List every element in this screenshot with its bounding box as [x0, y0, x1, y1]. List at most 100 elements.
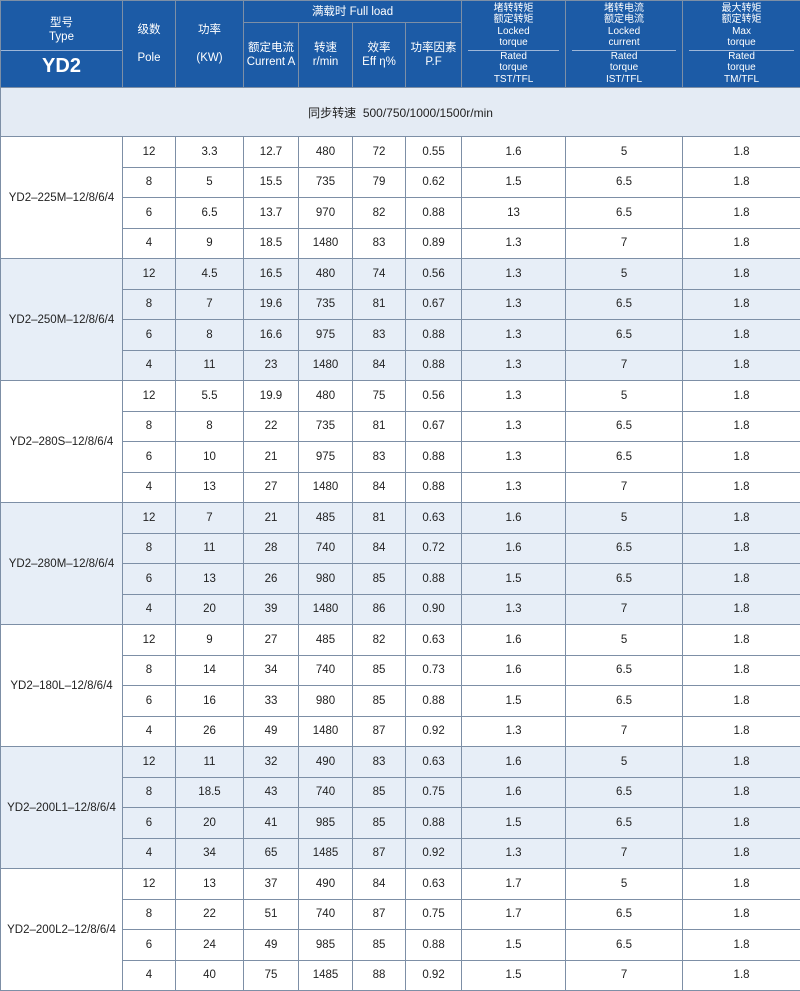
data-cell: 0.63	[406, 869, 462, 900]
data-cell: 480	[299, 137, 353, 168]
data-cell: 9	[176, 625, 244, 656]
data-cell: 6.5	[566, 442, 683, 473]
data-cell: 5	[566, 137, 683, 168]
data-cell: 22	[176, 899, 244, 930]
type-label-en: Type	[49, 31, 74, 43]
data-cell: 22	[244, 411, 299, 442]
data-cell: 0.88	[406, 808, 462, 839]
data-cell: 83	[353, 228, 406, 259]
data-cell: 23	[244, 350, 299, 381]
data-cell: 81	[353, 411, 406, 442]
data-cell: 1.8	[683, 564, 800, 595]
data-cell: 1.8	[683, 350, 800, 381]
tm-cn2: 额定转矩	[722, 14, 762, 25]
tm-en4: torque	[727, 62, 755, 73]
data-cell: 5.5	[176, 381, 244, 412]
data-cell: 6.5	[566, 320, 683, 351]
data-cell: 6	[123, 686, 176, 717]
data-cell: 5	[566, 381, 683, 412]
data-cell: 1.8	[683, 960, 800, 991]
data-cell: 1.8	[683, 228, 800, 259]
tst-en5: TST/TFL	[494, 74, 533, 85]
data-cell: 1.8	[683, 686, 800, 717]
data-cell: 85	[353, 808, 406, 839]
data-cell: 490	[299, 869, 353, 900]
data-cell: 15.5	[244, 167, 299, 198]
data-cell: 6	[123, 320, 176, 351]
ist-en3: Rated	[611, 51, 638, 62]
data-cell: 0.92	[406, 838, 462, 869]
data-cell: 0.88	[406, 472, 462, 503]
data-cell: 5	[566, 869, 683, 900]
data-cell: 6.5	[566, 899, 683, 930]
model-cell: YD2–200L1–12/8/6/4	[1, 747, 123, 869]
data-cell: 14	[176, 655, 244, 686]
data-cell: 84	[353, 350, 406, 381]
data-cell: 12	[123, 381, 176, 412]
data-cell: 1.8	[683, 472, 800, 503]
data-cell: 1.8	[683, 930, 800, 961]
data-cell: 0.56	[406, 259, 462, 290]
data-cell: 980	[299, 564, 353, 595]
data-cell: 86	[353, 594, 406, 625]
data-cell: 5	[566, 503, 683, 534]
data-cell: 735	[299, 167, 353, 198]
data-cell: 18.5	[244, 228, 299, 259]
model-cell: YD2–225M–12/8/6/4	[1, 137, 123, 259]
sync-speed-label: 同步转速	[308, 106, 356, 120]
data-cell: 1480	[299, 716, 353, 747]
data-cell: 1.8	[683, 838, 800, 869]
data-cell: 84	[353, 869, 406, 900]
data-cell: 0.89	[406, 228, 462, 259]
data-cell: 6.5	[566, 686, 683, 717]
data-cell: 79	[353, 167, 406, 198]
data-cell: 740	[299, 655, 353, 686]
full-load-label: 满载时 Full load	[312, 6, 393, 18]
data-cell: 26	[244, 564, 299, 595]
data-cell: 6	[123, 198, 176, 229]
data-cell: 1485	[299, 838, 353, 869]
data-cell: 1.5	[462, 808, 566, 839]
data-cell: 0.88	[406, 686, 462, 717]
data-cell: 82	[353, 625, 406, 656]
data-cell: 43	[244, 777, 299, 808]
data-cell: 10	[176, 442, 244, 473]
data-cell: 16.6	[244, 320, 299, 351]
data-cell: 88	[353, 960, 406, 991]
data-cell: 1.8	[683, 533, 800, 564]
data-cell: 1.8	[683, 381, 800, 412]
data-cell: 7	[566, 960, 683, 991]
data-cell: 9	[176, 228, 244, 259]
data-cell: 1.8	[683, 625, 800, 656]
data-cell: 16	[176, 686, 244, 717]
tm-cn1: 最大转矩	[722, 3, 762, 14]
data-cell: 6.5	[566, 655, 683, 686]
data-cell: 49	[244, 930, 299, 961]
data-cell: 1.6	[462, 747, 566, 778]
data-cell: 1.6	[462, 533, 566, 564]
data-cell: 0.75	[406, 899, 462, 930]
data-cell: 37	[244, 869, 299, 900]
data-cell: 27	[244, 472, 299, 503]
data-cell: 20	[176, 808, 244, 839]
data-cell: 1.3	[462, 350, 566, 381]
data-cell: 1480	[299, 594, 353, 625]
data-cell: 970	[299, 198, 353, 229]
data-cell: 1.7	[462, 899, 566, 930]
sync-speed-row: 同步转速 500/750/1000/1500r/min	[1, 88, 800, 137]
data-cell: 87	[353, 716, 406, 747]
data-cell: 3.3	[176, 137, 244, 168]
data-cell: 6	[123, 442, 176, 473]
data-cell: 1.3	[462, 472, 566, 503]
data-cell: 4	[123, 472, 176, 503]
type-label-cn: 型号	[50, 17, 73, 29]
ist-cn2: 额定电流	[604, 14, 644, 25]
data-cell: 8	[176, 411, 244, 442]
data-cell: 75	[353, 381, 406, 412]
